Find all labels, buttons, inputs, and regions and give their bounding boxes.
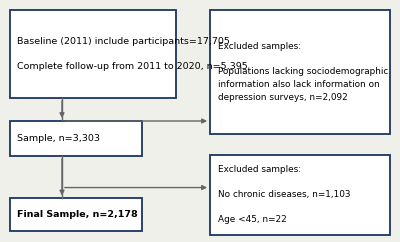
Text: Excluded samples:: Excluded samples:	[218, 165, 301, 174]
Text: Final Sample, n=2,178: Final Sample, n=2,178	[17, 210, 138, 219]
Text: Excluded samples:: Excluded samples:	[218, 42, 301, 51]
Text: No chronic diseases, n=1,103: No chronic diseases, n=1,103	[218, 190, 350, 199]
Text: depression surveys, n=2,092: depression surveys, n=2,092	[218, 93, 348, 102]
Text: Age <45, n=22: Age <45, n=22	[218, 215, 287, 225]
Text: Sample, n=3,303: Sample, n=3,303	[17, 134, 100, 143]
FancyBboxPatch shape	[210, 155, 390, 235]
Text: Populations lacking sociodemographic: Populations lacking sociodemographic	[218, 68, 388, 76]
FancyBboxPatch shape	[10, 121, 142, 156]
Text: Complete follow-up from 2011 to 2020, n=5,395: Complete follow-up from 2011 to 2020, n=…	[17, 62, 248, 71]
FancyBboxPatch shape	[10, 10, 176, 98]
FancyBboxPatch shape	[10, 198, 142, 231]
FancyBboxPatch shape	[210, 10, 390, 134]
Text: Baseline (2011) include participants=17,705: Baseline (2011) include participants=17,…	[17, 37, 230, 46]
Text: information also lack information on: information also lack information on	[218, 80, 380, 89]
